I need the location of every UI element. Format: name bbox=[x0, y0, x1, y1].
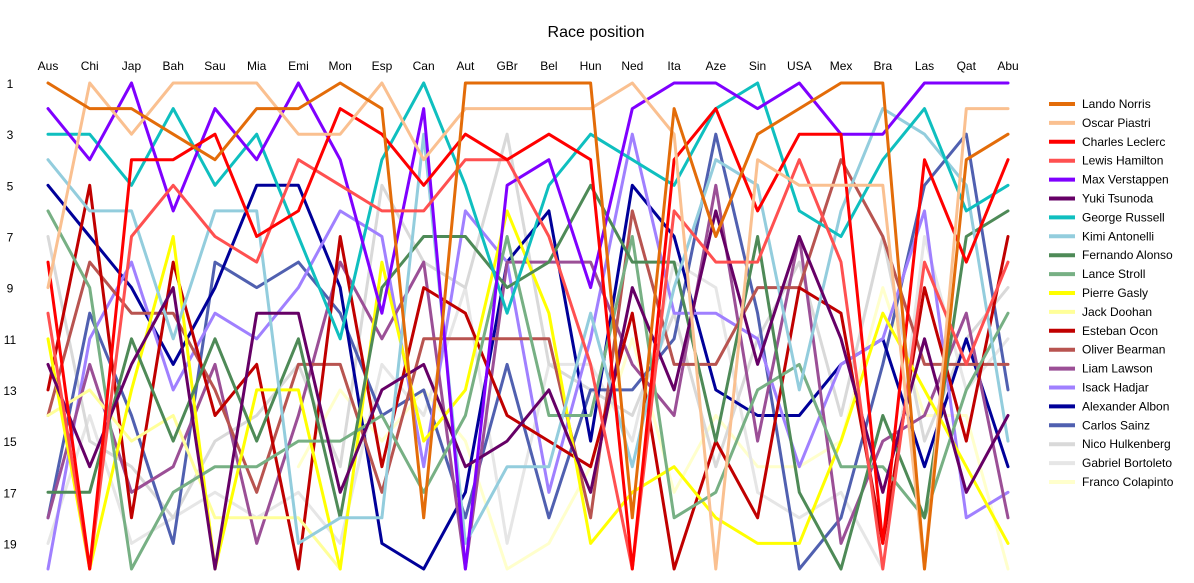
legend-label-esteban-ocon: Esteban Ocon bbox=[1082, 324, 1158, 338]
x-tick-label-sau: Sau bbox=[204, 59, 225, 73]
x-tick-label-chi: Chi bbox=[81, 59, 99, 73]
y-tick-label-11: 11 bbox=[4, 333, 17, 347]
y-tick-label-17: 17 bbox=[3, 486, 17, 500]
series-line-fernando-alonso bbox=[46, 183, 1010, 571]
y-tick-label-13: 13 bbox=[3, 384, 17, 398]
y-tick-label-19: 19 bbox=[3, 537, 17, 551]
legend-label-kimi-antonelli: Kimi Antonelli bbox=[1082, 229, 1154, 243]
legend-label-fernando-alonso: Fernando Alonso bbox=[1082, 248, 1173, 262]
y-tick-label-1: 1 bbox=[7, 77, 14, 91]
series-line-franco-colapinto bbox=[296, 286, 1010, 571]
x-tick-label-las: Las bbox=[915, 59, 934, 73]
series-line-oscar-piastri bbox=[46, 81, 1010, 571]
legend-label-nico-hulkenberg: Nico Hulkenberg bbox=[1082, 437, 1171, 451]
series-line-lewis-hamilton bbox=[46, 158, 1010, 571]
y-tick-label-9: 9 bbox=[7, 282, 14, 296]
legend-label-alexander-albon: Alexander Albon bbox=[1082, 399, 1169, 413]
x-tick-label-mex: Mex bbox=[830, 59, 853, 73]
x-tick-label-aut: Aut bbox=[456, 59, 475, 73]
legend-label-carlos-sainz: Carlos Sainz bbox=[1082, 418, 1150, 432]
series-line-lance-stroll bbox=[46, 209, 1010, 571]
series-line-carlos-sainz bbox=[46, 132, 1010, 571]
x-tick-label-gbr: GBr bbox=[496, 59, 517, 73]
x-tick-label-qat: Qat bbox=[957, 59, 977, 73]
x-tick-label-mia: Mia bbox=[247, 59, 267, 73]
series-line-charles-leclerc bbox=[46, 107, 1010, 571]
x-axis-tick-labels: Aus Chi Jap Bah Sau Mia Emi Mon Esp Can Aut GBr Bel H… bbox=[38, 59, 1019, 73]
x-tick-label-hun: Hun bbox=[580, 59, 602, 73]
x-tick-label-sin: Sin bbox=[749, 59, 766, 73]
series-line-esteban-ocon bbox=[46, 183, 1010, 571]
y-tick-label-3: 3 bbox=[7, 128, 14, 142]
chart-title: Race position bbox=[548, 24, 645, 41]
x-tick-label-mon: Mon bbox=[329, 59, 352, 73]
y-tick-label-7: 7 bbox=[7, 230, 14, 244]
legend-label-yuki-tsunoda: Yuki Tsunoda bbox=[1082, 192, 1153, 206]
x-tick-label-aze: Aze bbox=[705, 59, 726, 73]
x-tick-label-can: Can bbox=[413, 59, 435, 73]
legend-label-max-verstappen: Max Verstappen bbox=[1082, 173, 1169, 187]
series-line-lando-norris bbox=[46, 81, 1010, 571]
legend-label-george-russell: George Russell bbox=[1082, 210, 1165, 224]
y-tick-label-15: 15 bbox=[3, 435, 17, 449]
series-line-george-russell bbox=[46, 81, 1010, 341]
legend-label-gabriel-bortoleto: Gabriel Bortoleto bbox=[1082, 456, 1172, 470]
series-line-max-verstappen bbox=[46, 81, 1010, 571]
x-tick-label-ned: Ned bbox=[621, 59, 643, 73]
x-tick-label-usa: USA bbox=[787, 59, 812, 73]
legend-label-jack-doohan: Jack Doohan bbox=[1082, 305, 1152, 319]
legend-label-pierre-gasly: Pierre Gasly bbox=[1082, 286, 1148, 300]
legend-label-isack-hadjar: Isack Hadjar bbox=[1082, 381, 1149, 395]
x-tick-label-jap: Jap bbox=[122, 59, 142, 73]
x-tick-label-bra: Bra bbox=[873, 59, 892, 73]
x-tick-label-emi: Emi bbox=[288, 59, 309, 73]
legend-label-lewis-hamilton: Lewis Hamilton bbox=[1082, 154, 1163, 168]
y-tick-label-5: 5 bbox=[7, 179, 14, 193]
legend-label-liam-lawson: Liam Lawson bbox=[1082, 362, 1153, 376]
legend-label-charles-leclerc: Charles Leclerc bbox=[1082, 135, 1165, 149]
legend-label-franco-colapinto: Franco Colapinto bbox=[1082, 475, 1174, 489]
series-line-gabriel-bortoleto bbox=[46, 235, 1010, 571]
legend-label-lando-norris: Lando Norris bbox=[1082, 97, 1151, 111]
x-tick-label-ita: Ita bbox=[667, 59, 681, 73]
legend: Lando Norris Oscar Piastri Charles Leclerc… bbox=[1049, 97, 1174, 489]
x-tick-label-bel: Bel bbox=[540, 59, 557, 73]
series-line-yuki-tsunoda bbox=[46, 209, 1010, 571]
series-line-jack-doohan bbox=[46, 388, 342, 571]
x-tick-label-esp: Esp bbox=[372, 59, 393, 73]
legend-label-oscar-piastri: Oscar Piastri bbox=[1082, 116, 1151, 130]
x-tick-label-aus: Aus bbox=[38, 59, 59, 73]
x-tick-label-abu: Abu bbox=[997, 59, 1018, 73]
series-line-oliver-bearman bbox=[46, 158, 1010, 520]
x-tick-label-bah: Bah bbox=[163, 59, 184, 73]
legend-label-lance-stroll: Lance Stroll bbox=[1082, 267, 1145, 281]
series-lines bbox=[46, 81, 1010, 571]
legend-label-oliver-bearman: Oliver Bearman bbox=[1082, 343, 1165, 357]
